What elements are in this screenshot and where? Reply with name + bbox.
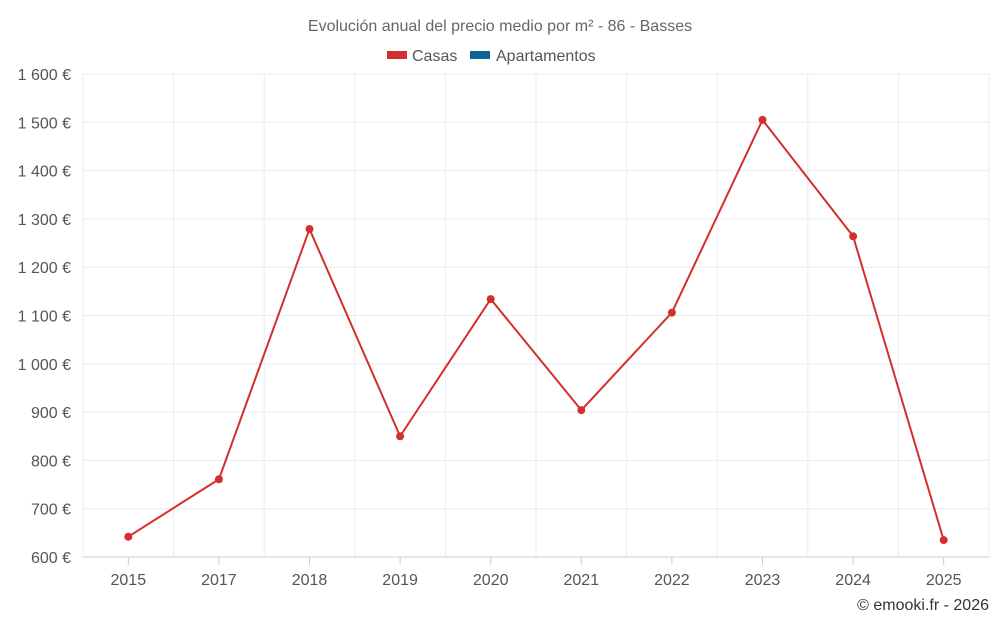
y-tick-label: 1 600 € <box>18 67 71 84</box>
y-tick-label: 1 100 € <box>18 309 71 326</box>
x-tick-label: 2018 <box>292 572 328 589</box>
x-tick-label: 2017 <box>201 572 237 589</box>
x-tick-label: 2020 <box>473 572 509 589</box>
x-tick-label: 2022 <box>654 572 690 589</box>
legend-item-casas[interactable]: Casas <box>387 48 457 65</box>
data-point[interactable] <box>758 115 767 124</box>
x-tick-label: 2023 <box>745 572 781 589</box>
data-point[interactable] <box>667 308 676 317</box>
legend-item-apartamentos[interactable]: Apartamentos <box>470 48 596 65</box>
legend-label-apartamentos: Apartamentos <box>496 48 596 65</box>
chart-title: Evolución anual del precio medio por m² … <box>308 18 692 35</box>
legend: Casas Apartamentos <box>387 48 596 65</box>
series-line-casas <box>127 118 945 541</box>
legend-label-casas: Casas <box>412 48 457 65</box>
y-tick-label: 600 € <box>31 550 71 567</box>
y-tick-label: 1 200 € <box>18 260 71 277</box>
x-tick-label: 2015 <box>111 572 147 589</box>
legend-swatch-casas <box>387 51 407 59</box>
data-point[interactable] <box>305 225 314 234</box>
data-point[interactable] <box>396 432 405 441</box>
data-point[interactable] <box>577 406 586 415</box>
x-tick-label: 2021 <box>564 572 600 589</box>
series-casas <box>124 115 948 545</box>
data-point[interactable] <box>849 232 858 241</box>
grid-lines <box>82 73 990 558</box>
data-point[interactable] <box>486 295 495 304</box>
x-tick-label: 2024 <box>835 572 871 589</box>
y-tick-label: 1 300 € <box>18 212 71 229</box>
y-tick-label: 1 400 € <box>18 164 71 181</box>
y-tick-label: 1 500 € <box>18 115 71 132</box>
y-tick-label: 900 € <box>31 405 71 422</box>
x-tick-label: 2019 <box>382 572 418 589</box>
x-tick-label: 2025 <box>926 572 962 589</box>
data-point[interactable] <box>214 475 223 484</box>
y-tick-label: 1 000 € <box>18 357 71 374</box>
x-axis: 2015 2017 2018 2019 2020 2021 2022 2023 2024 2025 <box>111 557 962 589</box>
y-axis: 600 € 700 € 800 € 900 € 1 000 € 1 100 € 1 200 … <box>18 67 71 567</box>
y-tick-label: 800 € <box>31 453 71 470</box>
data-point[interactable] <box>124 532 133 541</box>
data-point[interactable] <box>939 536 948 545</box>
y-tick-label: 700 € <box>31 502 71 519</box>
legend-swatch-apartamentos <box>470 51 490 59</box>
credit-text: © emooki.fr - 2026 <box>857 597 989 614</box>
